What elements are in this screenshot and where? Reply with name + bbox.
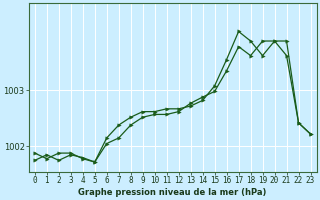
X-axis label: Graphe pression niveau de la mer (hPa): Graphe pression niveau de la mer (hPa): [78, 188, 267, 197]
